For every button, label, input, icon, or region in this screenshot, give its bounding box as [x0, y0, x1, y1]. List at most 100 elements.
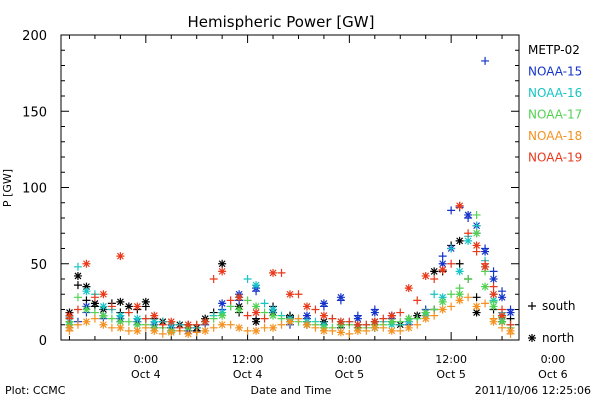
north-point [116, 323, 125, 332]
north-point [430, 267, 439, 276]
south-point [90, 314, 99, 323]
north-point [99, 290, 108, 299]
south-point [226, 320, 235, 329]
north-point [235, 323, 244, 332]
south-point [413, 296, 422, 305]
south-point [158, 329, 167, 338]
north-point [218, 311, 227, 320]
x-tick-time-label: 0:00 [337, 353, 362, 366]
legend-entry-metp-02: METP-02 [528, 43, 580, 57]
south-point [294, 314, 303, 323]
south-point [192, 320, 201, 329]
symbol-legend: south north [528, 299, 576, 345]
x-tick-time-label: 0:00 [133, 353, 158, 366]
series-legend: METP-02 NOAA-15 NOAA-16 NOAA-17 NOAA-18 NOAA-… [528, 43, 582, 165]
north-point [336, 293, 345, 302]
legend-label-south: south [542, 299, 576, 313]
legend-entry-noaa-15: NOAA-15 [528, 65, 582, 79]
south-point [345, 317, 354, 326]
south-point [260, 299, 269, 308]
north-point [336, 317, 345, 326]
north-point [404, 284, 413, 293]
y-tick-label: 200 [22, 29, 47, 44]
north-point [438, 297, 447, 306]
north-point [124, 302, 133, 311]
south-point [277, 268, 286, 277]
north-point [133, 320, 142, 329]
north-point [99, 311, 108, 320]
north-point [438, 259, 447, 268]
north-point [133, 314, 142, 323]
north-point [235, 293, 244, 302]
south-point [464, 229, 473, 238]
south-point [464, 293, 473, 302]
north-point [252, 302, 261, 311]
south-point [506, 320, 515, 329]
south-point [141, 314, 150, 323]
x-tick-date-label: Oct 4 [233, 368, 263, 381]
north-point [506, 308, 515, 317]
south-point [73, 293, 82, 302]
north-point [455, 236, 464, 245]
south-point [90, 293, 99, 302]
south-point [124, 317, 133, 326]
north-point [370, 323, 379, 332]
south-point [396, 326, 405, 335]
north-point [65, 323, 74, 332]
south-point [192, 328, 201, 337]
north-point [438, 265, 447, 274]
north-point [235, 305, 244, 314]
plot-credit: Plot: CCMC [5, 384, 66, 397]
south-point [413, 320, 422, 329]
north-point [498, 317, 507, 326]
north-point [252, 308, 261, 317]
north-point [90, 299, 99, 308]
north-point [353, 320, 362, 329]
north-point [404, 314, 413, 323]
north-point [116, 297, 125, 306]
north-point [218, 267, 227, 276]
north-point [302, 311, 311, 320]
north-point [481, 247, 490, 256]
north-point [319, 311, 328, 320]
south-point [438, 252, 447, 261]
south-point [396, 308, 405, 317]
south-point [209, 275, 218, 283]
series-noaa-19 [65, 201, 515, 332]
south-point [124, 308, 133, 317]
south-point [107, 323, 116, 332]
south-point [447, 259, 456, 268]
south-point [73, 320, 82, 329]
x-tick-date-label: Oct 4 [131, 368, 161, 381]
north-point [133, 326, 142, 335]
south-point [379, 323, 388, 332]
north-point [387, 311, 396, 320]
north-point [498, 311, 507, 320]
legend-entry-noaa-16: NOAA-16 [528, 86, 582, 100]
south-point [379, 314, 388, 323]
north-point [82, 282, 91, 291]
south-point [464, 275, 473, 283]
north-point [387, 317, 396, 326]
south-point [489, 267, 498, 276]
north-point [65, 311, 74, 320]
north-point [506, 326, 515, 335]
north-point [269, 323, 278, 332]
south-point [209, 323, 218, 332]
north-point [472, 241, 481, 250]
x-tick-time-label: 12:00 [232, 353, 264, 366]
south-point [243, 296, 252, 305]
south-point [209, 314, 218, 323]
south-point [107, 314, 116, 323]
north-point [421, 314, 430, 323]
y-tick-label: 100 [22, 182, 47, 197]
south-point [430, 290, 439, 299]
south-point [498, 323, 507, 332]
north-point [421, 308, 430, 317]
north-point [489, 317, 498, 326]
south-point [472, 221, 481, 230]
north-point [421, 271, 430, 280]
north-point [438, 293, 447, 302]
legend-symbol-south [528, 302, 536, 310]
